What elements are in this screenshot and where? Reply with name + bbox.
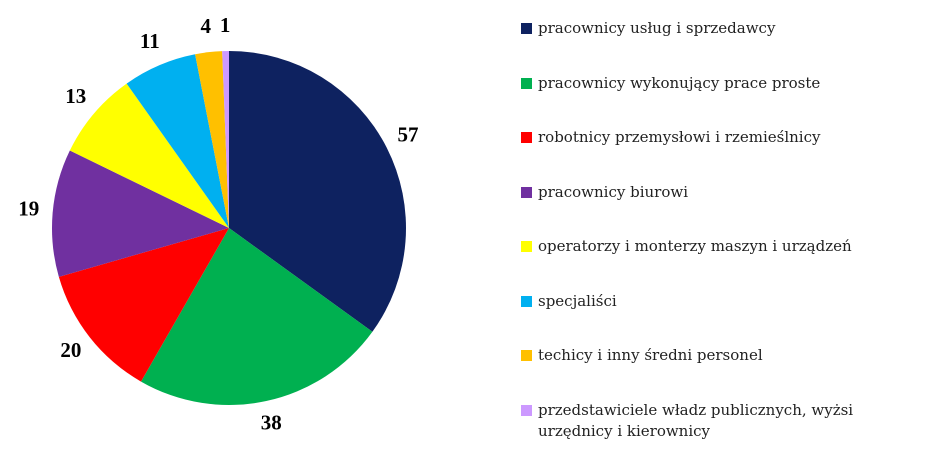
legend-item: pracownicy usług i sprzedawcy [521,18,921,39]
legend-swatch [521,132,532,143]
legend-label: pracownicy biurowi [538,182,688,201]
legend-swatch [521,77,532,89]
data-label: 1 [220,13,231,37]
data-label: 11 [140,29,160,53]
legend-label: pracownicy usług i sprzedawcy [538,19,776,37]
pie-slice [222,51,229,228]
legend-swatch [521,295,532,307]
legend-swatch [521,241,532,252]
legend-label: techicy i inny średni personel [538,346,763,364]
pie-slice [69,83,229,229]
legend-label: robotnicy przemysłowi i rzemieślnicy [538,128,821,146]
legend-swatch [521,186,532,198]
pie-slice [140,228,373,405]
legend-item: pracownicy biurowi [521,182,921,203]
legend-item: techicy i inny średni personel [521,345,921,366]
legend-item: operatorzy i monterzy maszyn i urządzeń [521,236,921,257]
legend-label: przedstawiciele władz publicznych, wyżsi… [538,400,854,440]
pie-slice [126,54,229,229]
data-label: 57 [398,122,419,146]
legend-item: specjaliści [521,291,921,312]
legend-swatch [521,350,532,361]
data-label: 13 [65,84,86,108]
pie-slice [195,51,229,228]
data-label: 20 [60,338,81,362]
pie-slice [229,51,407,332]
legend-item: robotnicy przemysłowi i rzemieślnicy [521,127,921,148]
legend-label: specjaliści [538,291,617,310]
legend-swatch [521,404,532,416]
pie-slice [58,228,230,382]
legend-item: przedstawiciele władz publicznych, wyżsi… [521,400,921,442]
pie-slice [52,150,230,277]
data-label: 19 [18,196,39,220]
legend-label: pracownicy wykonujący prace proste [538,73,821,92]
legend-item: pracownicy wykonujący prace proste [521,73,921,94]
data-label: 38 [261,410,282,434]
data-label: 4 [201,14,212,38]
legend-label: operatorzy i monterzy maszyn i urządzeń [538,237,852,255]
legend-swatch [521,23,532,34]
